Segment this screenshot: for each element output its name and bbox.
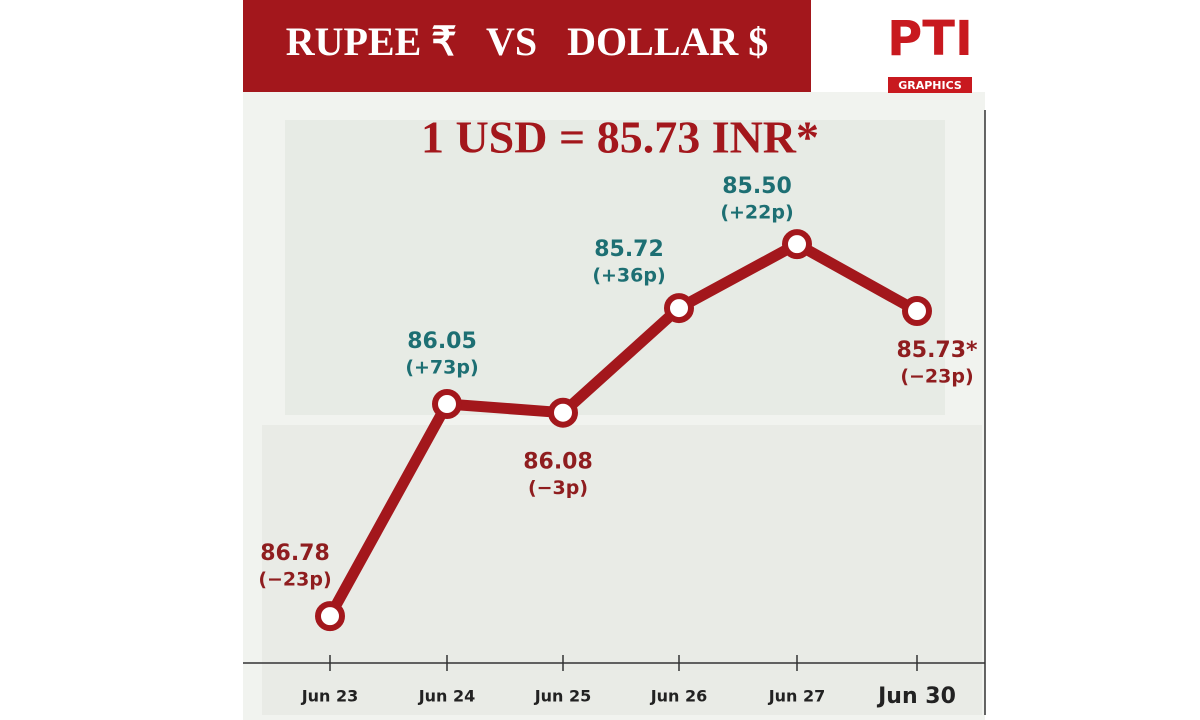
- value-label: 86.78: [260, 541, 330, 566]
- logo: PTI: [887, 11, 973, 67]
- logo-subtext: GRAPHICS: [898, 79, 962, 92]
- x-tick-label: Jun 26: [650, 687, 708, 706]
- change-label: (+36p): [592, 265, 665, 287]
- change-label: (−23p): [258, 569, 331, 591]
- change-label: (+22p): [720, 202, 793, 224]
- chart-title: RUPEE ₹ VS DOLLAR $: [286, 19, 769, 64]
- change-label: (−23p): [900, 365, 973, 387]
- subtitle: 1 USD = 85.73 INR*: [421, 112, 819, 163]
- point: [664, 293, 694, 324]
- dollar-note: [262, 425, 982, 715]
- point: [548, 397, 578, 428]
- line: [325, 238, 920, 619]
- logo-band: [888, 77, 972, 93]
- value-label: 85.73*: [896, 338, 978, 363]
- point: [315, 601, 345, 632]
- x-tick-label: Jun 30: [876, 684, 956, 709]
- value-label: 86.05: [407, 329, 477, 354]
- point: [782, 229, 812, 260]
- change-label: (+73p): [405, 356, 478, 378]
- x-tick-label: Jun 27: [768, 687, 826, 706]
- x-tick-label: Jun 24: [418, 687, 476, 706]
- value-label: 86.08: [523, 450, 593, 475]
- point: [902, 295, 932, 326]
- change-label: (−3p): [528, 477, 588, 499]
- x-tick-label: Jun 25: [534, 687, 592, 706]
- title-banner: [243, 0, 811, 92]
- x-tick-label: Jun 23: [301, 687, 359, 706]
- value-label: 85.50: [722, 174, 792, 199]
- value-label: 85.72: [594, 237, 664, 262]
- point: [432, 388, 462, 419]
